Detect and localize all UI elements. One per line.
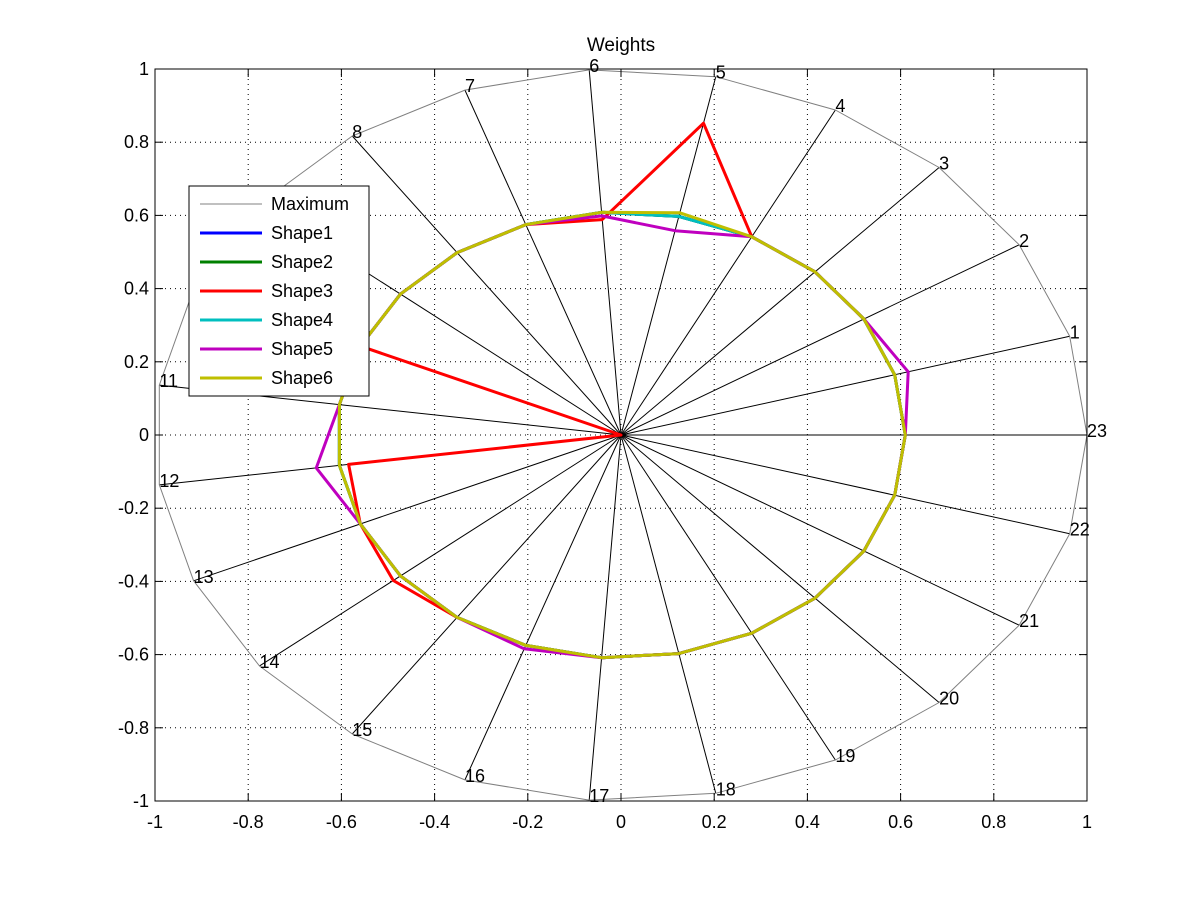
- spoke-line: [620, 434, 940, 703]
- legend-label: Shape4: [271, 310, 333, 330]
- series-shape6: [337, 210, 907, 660]
- spoke-label: 1: [1070, 322, 1080, 342]
- x-tick-label: 0.2: [702, 812, 727, 832]
- x-tick-label: -0.6: [326, 812, 357, 832]
- spoke-line: [351, 434, 622, 735]
- x-tick-label: 0.6: [888, 812, 913, 832]
- spoke-line: [588, 69, 622, 436]
- spoke-line: [620, 244, 1020, 436]
- spoke-label: 19: [835, 746, 855, 766]
- y-tick-label: -0.8: [118, 718, 149, 738]
- spoke-label: 8: [352, 122, 362, 142]
- chart-title: Weights: [587, 35, 655, 56]
- spoke-line: [259, 434, 622, 667]
- x-tick-label: -0.2: [512, 812, 543, 832]
- spoke-line: [620, 434, 1070, 535]
- spoke-label: 6: [589, 56, 599, 76]
- spoke-label: 23: [1087, 421, 1107, 441]
- spoke-label: 22: [1070, 520, 1090, 540]
- spoke-label: 4: [835, 96, 845, 116]
- spoke-line: [464, 89, 622, 436]
- spoke-line: [464, 434, 622, 781]
- y-tick-label: -0.4: [118, 571, 149, 591]
- y-tick-label: 0: [139, 425, 149, 445]
- legend-label: Shape1: [271, 223, 333, 243]
- legend-label: Shape6: [271, 368, 333, 388]
- y-tick-label: 1: [139, 59, 149, 79]
- legend-label: Shape3: [271, 281, 333, 301]
- ticks: -1 -0.8 -0.6 -0.4 -0.2 0 0.2 0.4 0.6 0.8 110.80.60…: [118, 59, 1092, 832]
- spoke-line: [351, 135, 622, 436]
- x-tick-label: -0.4: [419, 812, 450, 832]
- spoke-label: 5: [716, 63, 726, 83]
- x-tick-label: 0: [616, 812, 626, 832]
- y-tick-label: 0.8: [124, 132, 149, 152]
- y-tick-label: 0.2: [124, 352, 149, 372]
- spoke-label: 15: [352, 720, 372, 740]
- spoke-line: [620, 434, 717, 794]
- spoke-line: [620, 434, 1020, 626]
- y-tick-label: -1: [133, 791, 149, 811]
- spoke-label: 16: [465, 766, 485, 786]
- spoke-label: 13: [194, 567, 214, 587]
- series-layer: [158, 69, 1088, 801]
- spoke-label: 14: [260, 652, 280, 672]
- legend-label: Maximum: [271, 194, 349, 214]
- y-tick-label: 0.4: [124, 279, 149, 299]
- spoke-line: [620, 335, 1070, 436]
- x-tick-label: -1: [147, 812, 163, 832]
- spoke-line: [620, 109, 836, 436]
- y-tick-label: -0.6: [118, 645, 149, 665]
- spoke-label: 17: [589, 786, 609, 806]
- spoke-label: 20: [939, 688, 959, 708]
- spoke-line: [193, 434, 622, 582]
- legend: Maximum Shape1 Shape2 Shape3 Shape4 Shape5 Sha…: [188, 185, 370, 397]
- spoke-label: 18: [716, 779, 736, 799]
- spoke-line: [620, 434, 836, 761]
- spoke-line: [588, 434, 622, 801]
- x-tick-label: 0.8: [981, 812, 1006, 832]
- y-tick-label: 0.6: [124, 205, 149, 225]
- x-tick-label: -0.8: [233, 812, 264, 832]
- spoke-label: 21: [1019, 611, 1039, 631]
- legend-label: Shape2: [271, 252, 333, 272]
- legend-label: Shape5: [271, 339, 333, 359]
- x-tick-label: 0.4: [795, 812, 820, 832]
- spoke-label: 7: [465, 76, 475, 96]
- spoke-line: [620, 167, 940, 436]
- spoke-label: 11: [159, 371, 178, 391]
- spoke-line: [620, 76, 717, 436]
- spoke-label: 2: [1019, 231, 1029, 251]
- spoke-label: 3: [939, 154, 949, 174]
- y-tick-label: -0.2: [118, 498, 149, 518]
- x-tick-label: 1: [1082, 812, 1092, 832]
- spoke-label: 12: [159, 471, 179, 491]
